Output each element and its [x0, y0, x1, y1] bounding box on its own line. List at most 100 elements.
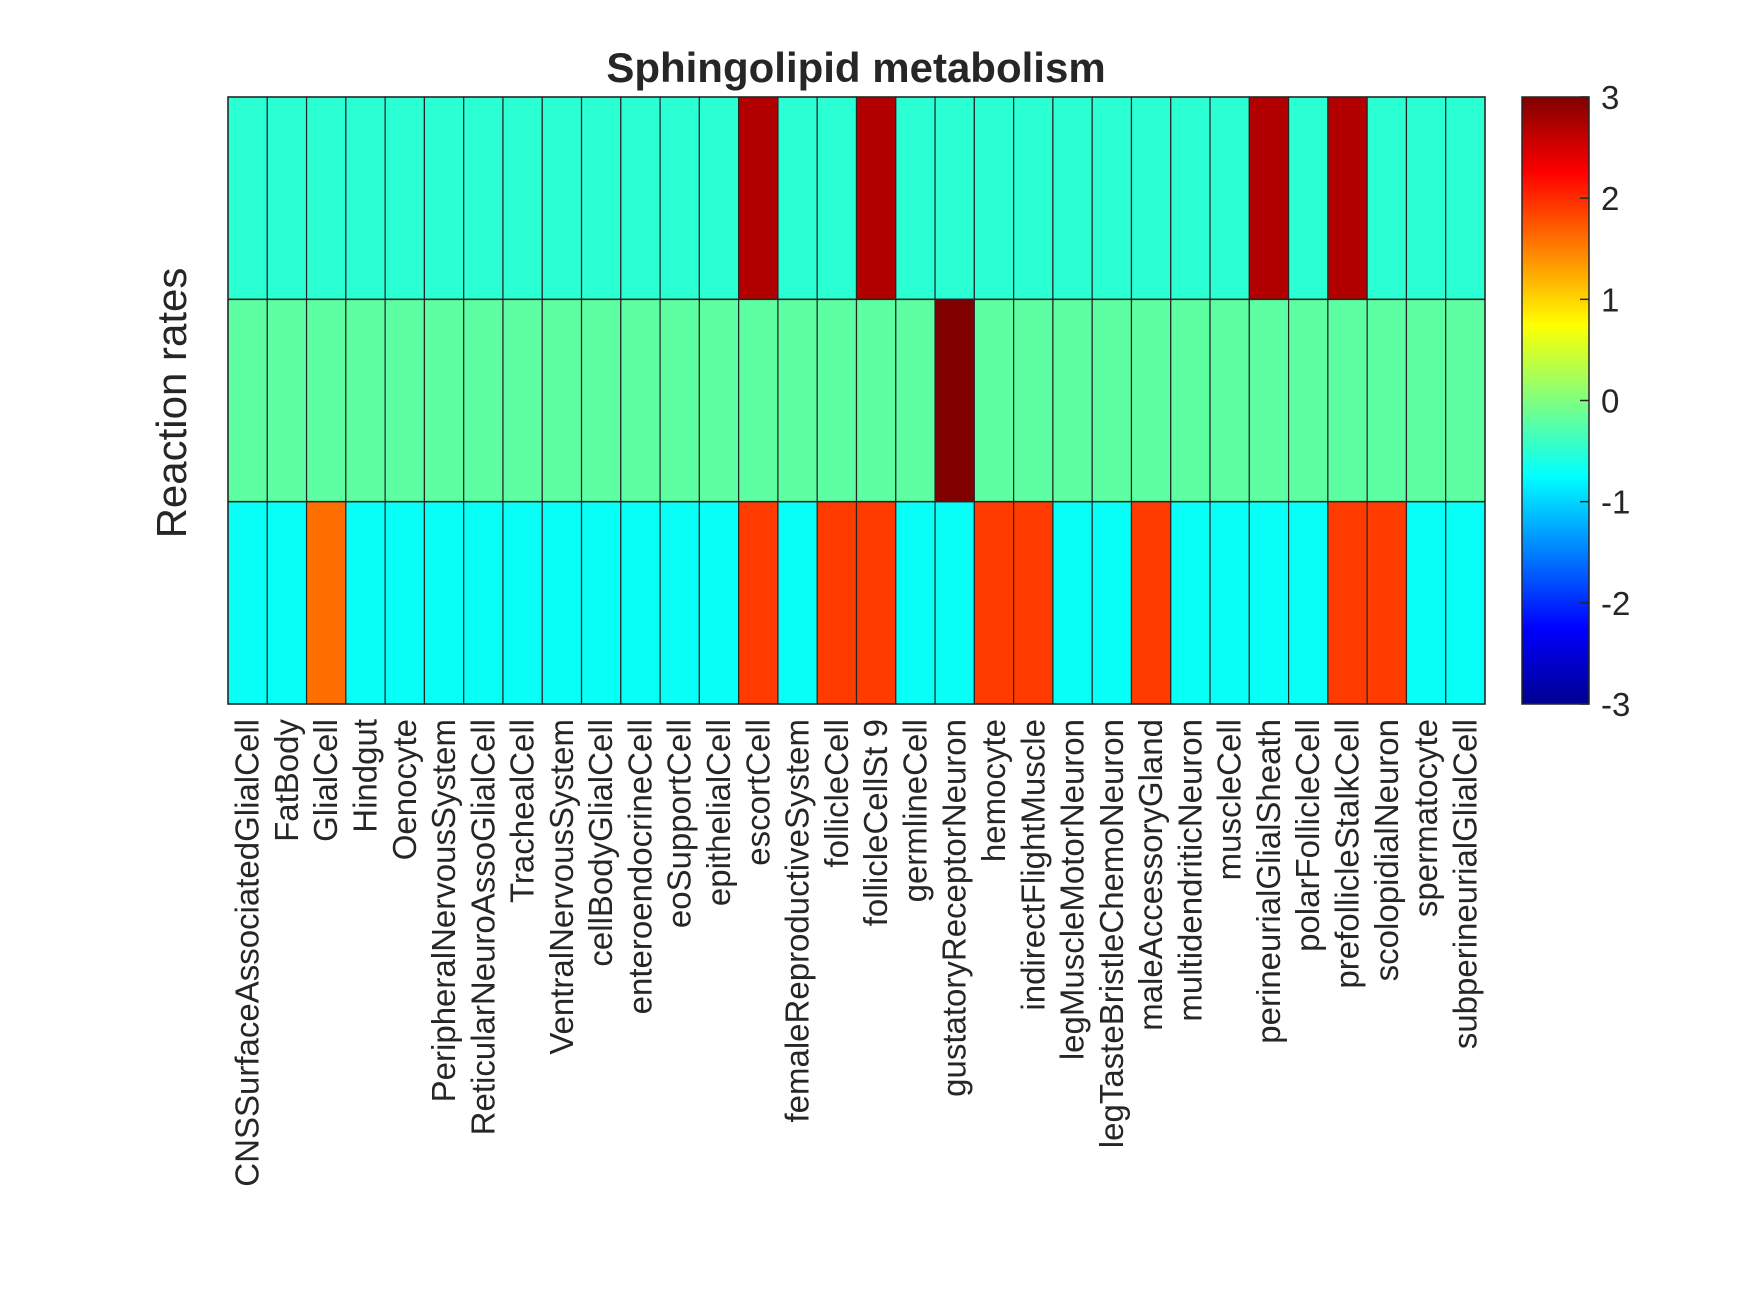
x-tick-label: epithelialCell — [700, 719, 737, 906]
heatmap-cell — [620, 298, 661, 503]
heatmap-cell — [502, 298, 543, 503]
heatmap-cell — [1248, 501, 1290, 705]
heatmap-cell — [384, 96, 426, 300]
heatmap-cell — [502, 96, 543, 300]
x-tick-label: Hindgut — [346, 719, 383, 833]
heatmap-cell — [266, 96, 308, 300]
heatmap-cell — [423, 501, 465, 705]
x-tick-label: legMuscleMotorNeuron — [1054, 719, 1091, 1060]
heatmap-cell — [1445, 501, 1486, 705]
heatmap-cell — [1013, 96, 1054, 300]
colorbar-tick-label: -1 — [1601, 484, 1630, 521]
heatmap-cell — [463, 501, 504, 705]
heatmap-cell — [580, 501, 622, 705]
heatmap-cell — [738, 96, 779, 300]
heatmap-cell — [973, 501, 1015, 705]
heatmap-cell — [1405, 501, 1447, 705]
heatmap-cell — [541, 501, 583, 705]
heatmap-cell — [345, 501, 386, 705]
heatmap-cell — [934, 501, 975, 705]
x-tick-label: ReticularNeuroAssoGlialCell — [464, 719, 501, 1135]
heatmap-cell — [620, 501, 661, 705]
heatmap-cell — [738, 501, 779, 705]
heatmap-cell — [1052, 96, 1093, 300]
heatmap-cell — [305, 298, 347, 503]
x-tick-label: cellBodyGlialCell — [582, 719, 619, 967]
heatmap-cell — [855, 298, 897, 503]
heatmap-cell — [305, 501, 347, 705]
heatmap-cell — [895, 298, 936, 503]
heatmap-cell — [1405, 298, 1447, 503]
heatmap-cell — [1287, 298, 1329, 503]
heatmap-cell — [934, 96, 975, 300]
x-tick-label: FatBody — [268, 719, 305, 842]
heatmap-cell — [895, 501, 936, 705]
colorbar-tick-label: -3 — [1601, 686, 1630, 723]
x-tick-label: GlialCell — [307, 719, 344, 842]
x-tick-label: multidendriticNeuron — [1171, 719, 1208, 1022]
heatmap-cell — [580, 96, 622, 300]
heatmap-cell — [973, 298, 1015, 503]
x-tick-label: indirectFlightMuscle — [1014, 719, 1051, 1011]
heatmap-cell — [1091, 298, 1133, 503]
heatmap-cell — [698, 96, 740, 300]
heatmap-cell — [1170, 298, 1211, 503]
heatmap-cells — [227, 96, 1486, 705]
heatmap-cell — [816, 298, 858, 503]
heatmap-cell — [659, 96, 700, 300]
heatmap-cell — [1248, 96, 1290, 300]
y-axis-label: Reaction rates — [148, 268, 195, 539]
heatmap-cell — [227, 501, 268, 705]
heatmap-cell — [1327, 96, 1368, 300]
heatmap-cell — [1366, 501, 1408, 705]
heatmap-cell — [895, 96, 936, 300]
heatmap-cell — [816, 501, 858, 705]
colorbar-tick-label: 1 — [1601, 281, 1619, 318]
heatmap-cell — [855, 501, 897, 705]
heatmap-cell — [1366, 298, 1408, 503]
colorbar: 3 2 1 0 -1 -2 -3 — [1521, 79, 1630, 723]
heatmap-cell — [305, 96, 347, 300]
heatmap-cell — [659, 298, 700, 503]
heatmap-cell — [266, 298, 308, 503]
x-tick-labels: CNSSurfaceAssociatedGlialCell FatBody Glia… — [229, 719, 1484, 1187]
heatmap-cell — [1052, 501, 1093, 705]
heatmap-cell — [1013, 298, 1054, 503]
heatmap-cell — [1130, 501, 1172, 705]
x-tick-label: gustatoryReceptorNeuron — [936, 719, 973, 1097]
heatmap-cell — [345, 298, 386, 503]
x-tick-label: scolopidialNeuron — [1368, 719, 1405, 981]
heatmap-cell — [463, 96, 504, 300]
heatmap-cell — [1209, 96, 1250, 300]
heatmap-cell — [1091, 501, 1133, 705]
colorbar-gradient — [1521, 96, 1590, 705]
heatmap-cell — [384, 501, 426, 705]
heatmap-cell — [541, 298, 583, 503]
heatmap-cell — [1327, 298, 1368, 503]
heatmap-cell — [502, 501, 543, 705]
colorbar-tick-label: 3 — [1601, 79, 1619, 116]
heatmap-cell — [1248, 298, 1290, 503]
x-tick-label: spermatocyte — [1407, 719, 1444, 917]
heatmap-cell — [738, 298, 779, 503]
heatmap-cell — [698, 501, 740, 705]
colorbar-tick-label: 2 — [1601, 180, 1619, 217]
heatmap-cell — [1130, 96, 1172, 300]
heatmap-cell — [227, 96, 268, 300]
heatmap-cell — [777, 501, 818, 705]
heatmap-cell — [777, 298, 818, 503]
x-tick-label: Oenocyte — [386, 719, 423, 860]
x-tick-label: VentralNervousSystem — [543, 719, 580, 1055]
heatmap-cell — [423, 96, 465, 300]
x-tick-label: follicleCell — [818, 719, 855, 868]
heatmap-cell — [1052, 298, 1093, 503]
heatmap-cell — [1405, 96, 1447, 300]
x-tick-label: eoSupportCell — [661, 719, 698, 928]
x-tick-label: hemocyte — [975, 719, 1012, 862]
x-tick-label: polarFollicleCell — [1289, 719, 1326, 952]
heatmap-cell — [659, 501, 700, 705]
heatmap-cell — [423, 298, 465, 503]
chart-title: Sphingolipid metabolism — [606, 44, 1105, 91]
heatmap-cell — [816, 96, 858, 300]
heatmap-cell — [1013, 501, 1054, 705]
